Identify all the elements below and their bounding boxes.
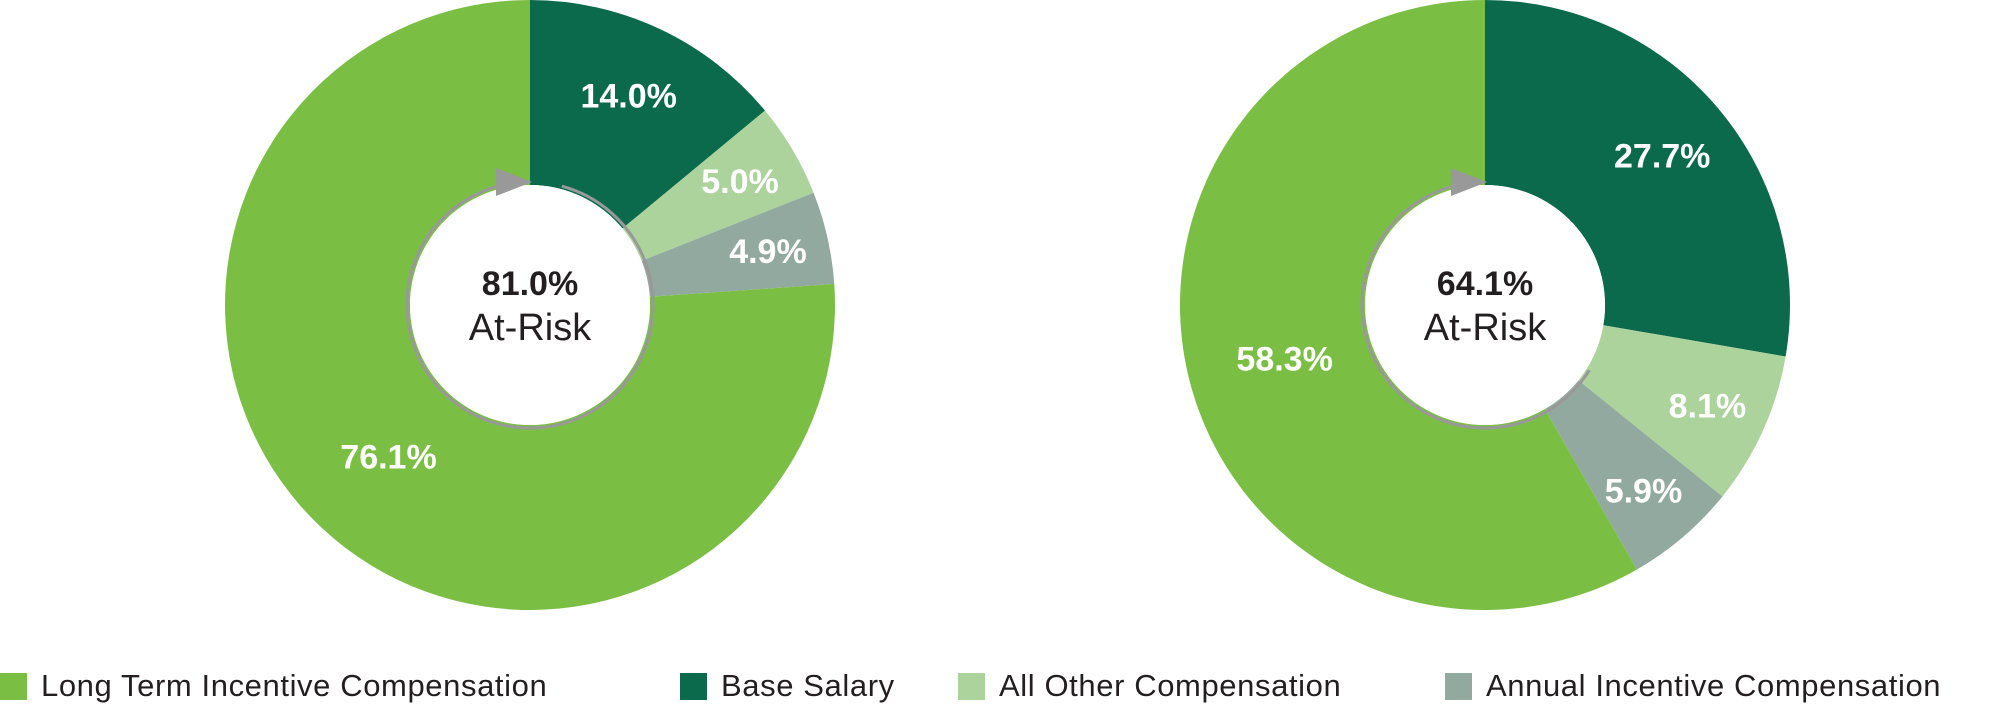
slice-label-left-base-salary: 14.0% [580, 77, 676, 115]
slice-label-left-long-term-incentive-compensation: 76.1% [340, 439, 436, 477]
legend-swatch-annual-incentive [1445, 672, 1472, 700]
slice-label-right-long-term-incentive-compensation: 58.3% [1236, 340, 1332, 378]
slice-label-right-base-salary: 27.7% [1614, 138, 1710, 176]
slice-right-long-term-incentive-compensation [1180, 0, 1637, 610]
center-value-left: 81.0% [482, 265, 578, 303]
legend-item-annual-incentive: Annual Incentive Compensation [1445, 668, 1941, 704]
legend-label-base-salary: Base Salary [721, 668, 895, 703]
donut-chart-left: 14.0% 5.0% 4.9% 76.1% 81.0% At-Risk [210, 0, 850, 620]
legend-item-long-term-incentive: Long Term Incentive Compensation [0, 668, 547, 704]
donut-chart-left-svg: 14.0% 5.0% 4.9% 76.1% 81.0% At-Risk [224, 0, 835, 610]
slice-right-base-salary [1485, 0, 1790, 357]
slice-label-left-all-other-compensation: 5.0% [701, 163, 779, 201]
legend-swatch-base-salary [680, 672, 707, 700]
donut-chart-right-svg: 27.7% 8.1% 5.9% 58.3% 64.1% At-Risk [1180, 0, 1790, 610]
legend-label-long-term-incentive: Long Term Incentive Compensation [41, 668, 548, 703]
slice-left-base-salary [530, 0, 766, 229]
legend-swatch-all-other-compensation [958, 672, 985, 700]
legend-swatch-long-term-incentive [0, 672, 27, 700]
slice-right-annual-incentive-compensation [1544, 380, 1723, 570]
center-caption-right: At-Risk [1424, 307, 1547, 349]
circular-arrow-icon-left [405, 168, 655, 430]
legend-item-all-other-compensation: All Other Compensation [958, 668, 1341, 704]
donut-hole-right [1365, 185, 1605, 425]
slice-left-annual-incentive-compensation [641, 192, 835, 297]
circular-arrow-icon-right [1360, 168, 1591, 430]
chart-legend: Long Term Incentive Compensation Base Sa… [0, 668, 2014, 704]
center-value-right: 64.1% [1437, 265, 1533, 303]
slice-label-right-annual-incentive-compensation: 5.9% [1605, 473, 1683, 511]
legend-label-annual-incentive: Annual Incentive Compensation [1486, 668, 1942, 703]
slice-label-left-annual-incentive-compensation: 4.9% [729, 233, 807, 271]
slice-right-all-other-compensation [1578, 325, 1786, 497]
donut-hole-left [410, 185, 650, 425]
slice-label-right-all-other-compensation: 8.1% [1669, 387, 1747, 425]
center-caption-left: At-Risk [469, 307, 592, 349]
legend-item-base-salary: Base Salary [680, 668, 895, 704]
slice-left-all-other-compensation [622, 110, 814, 261]
legend-label-all-other-compensation: All Other Compensation [999, 668, 1342, 703]
slice-left-long-term-incentive-compensation [224, 0, 835, 610]
donut-chart-right: 27.7% 8.1% 5.9% 58.3% 64.1% At-Risk [1165, 0, 1805, 620]
